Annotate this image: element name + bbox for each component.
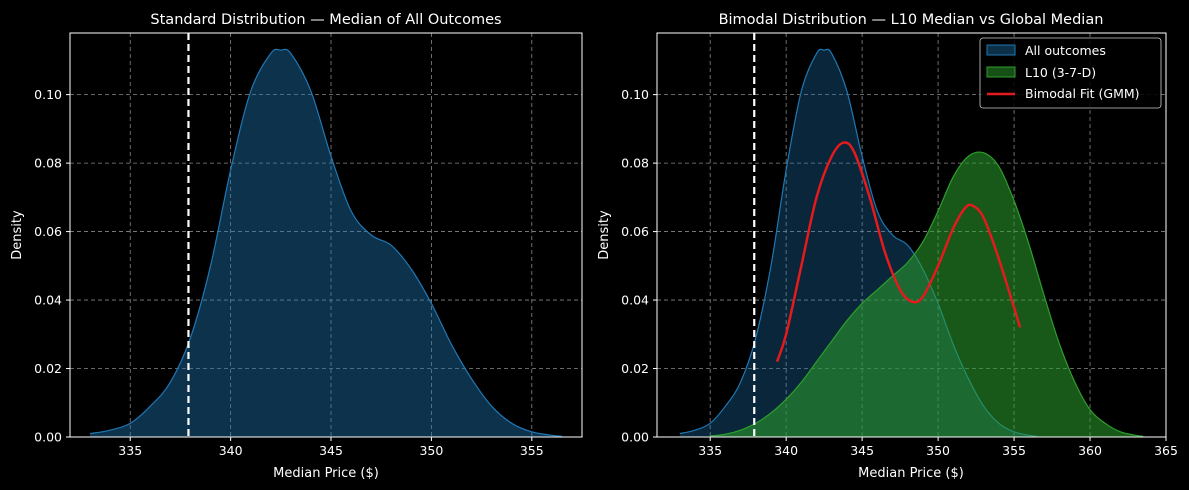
legend-swatch-l10 (986, 66, 1016, 78)
legend-swatch-all-outcomes (986, 44, 1016, 56)
left-y-tick-label: 0.02 (34, 361, 62, 376)
left-x-axis-label: Median Price ($) (273, 466, 379, 481)
left-y-axis-label: Density (10, 210, 25, 260)
right-series-line-bimodal-fit-gmm (775, 141, 1022, 363)
left-chart-title: Standard Distribution — Median of All Ou… (150, 12, 501, 28)
right-y-tick-label: 0.10 (621, 87, 649, 102)
right-y-tick-label: 0.02 (621, 361, 649, 376)
right-x-tick-label: 350 (926, 443, 950, 458)
right-x-tick-label: 335 (698, 443, 722, 458)
legend-label-all-outcomes: All outcomes (1025, 43, 1106, 58)
left-y-tick-label: 0.06 (34, 224, 62, 239)
left-x-tick-label: 335 (118, 443, 142, 458)
left-chart: Standard Distribution — Median of All Ou… (10, 12, 583, 481)
left-plot-area: 335 340 345 350 355 0.00 0.02 0.04 0.06 0.08 0.10 (34, 32, 583, 458)
right-y-tick-label: 0.04 (621, 293, 649, 308)
right-y-tick-label: 0.08 (621, 156, 649, 171)
left-y-tick-label: 0.10 (34, 87, 62, 102)
right-chart: Bimodal Distribution — L10 Median vs Glo… (597, 12, 1178, 481)
right-plot-area: 335 340 345 350 355 360 365 0.00 0.02 0.04 0.06 0.0… (621, 32, 1178, 458)
left-series-edge-all-outcomes (89, 48, 562, 437)
left-y-tick-label: 0.08 (34, 156, 62, 171)
left-x-tick-label: 355 (520, 443, 544, 458)
left-x-tick-label: 350 (419, 443, 443, 458)
right-y-tick-label: 0.00 (621, 430, 649, 445)
right-x-tick-label: 365 (1154, 443, 1178, 458)
legend-frame (979, 37, 1162, 109)
right-x-axis-label: Median Price ($) (858, 466, 964, 481)
legend-label-l10: L10 (3-7-D) (1025, 65, 1096, 80)
right-series-edge-l10-3-7-d (710, 151, 1144, 437)
right-x-tick-label: 345 (850, 443, 874, 458)
right-y-axis-label: Density (597, 210, 612, 260)
right-chart-title: Bimodal Distribution — L10 Median vs Glo… (719, 12, 1104, 28)
legend-label-gmm: Bimodal Fit (GMM) (1025, 86, 1140, 101)
left-x-tick-label: 340 (219, 443, 243, 458)
legend: All outcomes L10 (3-7-D) Bimodal Fit (GM… (979, 37, 1162, 109)
left-series-area-all-outcomes (90, 49, 562, 437)
right-series-area-l10-3-7-d (710, 152, 1144, 438)
right-x-tick-label: 355 (1002, 443, 1026, 458)
right-y-tick-label: 0.06 (621, 224, 649, 239)
right-axes-frame (656, 32, 1167, 438)
right-x-tick-label: 360 (1078, 443, 1102, 458)
right-x-tick-label: 340 (774, 443, 798, 458)
left-y-tick-label: 0.04 (34, 293, 62, 308)
left-axes-frame (69, 32, 583, 438)
left-y-tick-label: 0.00 (34, 430, 62, 445)
left-x-tick-label: 345 (319, 443, 343, 458)
